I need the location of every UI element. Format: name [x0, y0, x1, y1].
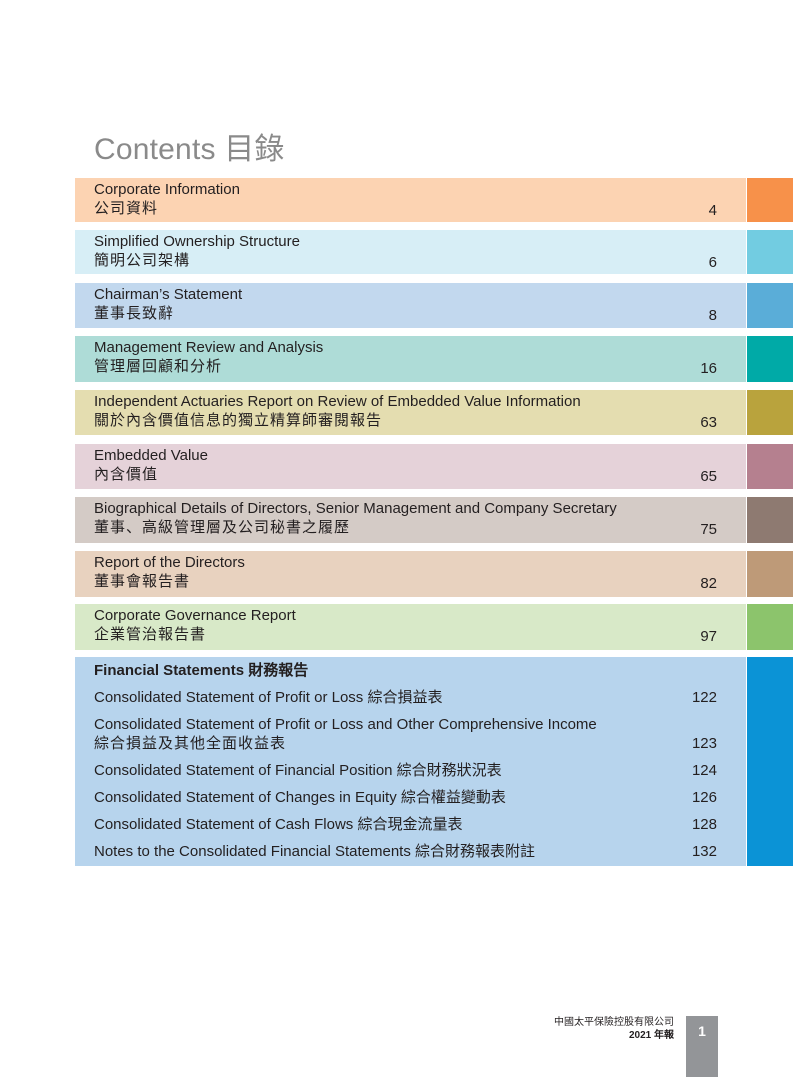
toc-link-comprehensive-income[interactable]: Consolidated Statement of Profit or Loss…: [94, 716, 597, 733]
entry-background: [75, 178, 746, 222]
toc-link-notes[interactable]: Notes to the Consolidated Financial Stat…: [94, 843, 536, 860]
entry-title-zh: 董事長致辭: [94, 305, 175, 322]
entry-page-number: 63: [700, 414, 717, 431]
entry-title-zh: 簡明公司架構: [94, 252, 191, 269]
entry-page-number: 82: [700, 575, 717, 592]
entry-title-en: Chairman’s Statement: [94, 286, 243, 303]
section-color-tab: [747, 390, 793, 435]
toc-link-financial-position[interactable]: Consolidated Statement of Financial Posi…: [94, 762, 502, 779]
entry-title-en: Management Review and Analysis: [94, 339, 324, 356]
entry-title-en: Independent Actuaries Report on Review o…: [94, 393, 581, 410]
toc-entry-corporate-governance[interactable]: Corporate Governance Report 企業管治報告書 97: [75, 604, 793, 650]
entry-title-zh: 公司資料: [94, 200, 159, 217]
entry-title-en: Simplified Ownership Structure: [94, 233, 300, 250]
section-color-tab: [747, 497, 793, 543]
toc-link-comprehensive-income-zh[interactable]: 綜合損益及其他全面收益表: [94, 735, 287, 752]
entry-background: [75, 551, 746, 597]
entry-title-en: Corporate Governance Report: [94, 607, 296, 624]
toc-entry-biographical-details[interactable]: Biographical Details of Directors, Senio…: [75, 497, 793, 543]
entry-page-number: 124: [691, 762, 717, 779]
entry-title-en: Embedded Value: [94, 447, 208, 464]
entry-page-number: 97: [700, 628, 717, 645]
toc-financial-statements: Financial Statements 財務報告 Consolidated S…: [75, 657, 793, 866]
entry-title-zh: 企業管治報告書: [94, 626, 207, 643]
entry-title-zh: 內含價值: [94, 466, 159, 483]
entry-page-number: 123: [691, 735, 717, 752]
entry-title-en: Report of the Directors: [94, 554, 245, 571]
toc-entry-embedded-value[interactable]: Embedded Value 內含價值 65: [75, 444, 793, 489]
toc-entry-chairmans-statement[interactable]: Chairman’s Statement 董事長致辭 8: [75, 283, 793, 328]
section-color-tab: [747, 283, 793, 328]
toc-link-cash-flows[interactable]: Consolidated Statement of Cash Flows 綜合現…: [94, 816, 463, 833]
toc-entry-actuaries-report[interactable]: Independent Actuaries Report on Review o…: [75, 390, 793, 435]
section-color-tab: [747, 657, 793, 866]
entry-page-number: 126: [691, 789, 717, 806]
section-color-tab: [747, 178, 793, 222]
entry-page-number: 65: [700, 468, 717, 485]
entry-title-zh: 關於內含價值信息的獨立精算師審閱報告: [94, 412, 383, 429]
entry-page-number: 16: [700, 360, 717, 377]
page-title: Contents 目錄: [94, 133, 285, 166]
page-number-box: 1: [686, 1016, 718, 1077]
entry-page-number: 6: [708, 254, 717, 271]
entry-background: [75, 390, 746, 435]
entry-title-en: Corporate Information: [94, 181, 240, 198]
toc-link-changes-in-equity[interactable]: Consolidated Statement of Changes in Equ…: [94, 789, 506, 806]
report-year: 2021 年報: [628, 1030, 674, 1041]
toc-link-profit-or-loss[interactable]: Consolidated Statement of Profit or Loss…: [94, 689, 443, 706]
section-color-tab: [747, 444, 793, 489]
section-color-tab: [747, 604, 793, 650]
entry-page-number: 75: [700, 521, 717, 538]
entry-background: [75, 230, 746, 274]
section-color-tab: [747, 551, 793, 597]
entry-title-zh: 董事會報告書: [94, 573, 191, 590]
toc-entry-report-of-directors[interactable]: Report of the Directors 董事會報告書 82: [75, 551, 793, 597]
entry-page-number: 132: [691, 843, 717, 860]
toc-entry-management-review[interactable]: Management Review and Analysis 管理層回顧和分析 …: [75, 336, 793, 382]
entry-title-zh: 董事、高級管理層及公司秘書之履歷: [94, 519, 351, 536]
financial-background: [75, 657, 746, 866]
toc-entry-corporate-information[interactable]: Corporate Information 公司資料 4: [75, 178, 793, 222]
entry-background: [75, 604, 746, 650]
entry-background: [75, 283, 746, 328]
entry-title-zh: 管理層回顧和分析: [94, 358, 223, 375]
entry-page-number: 8: [708, 307, 717, 324]
toc-entry-ownership-structure[interactable]: Simplified Ownership Structure 簡明公司架構 6: [75, 230, 793, 274]
entry-page-number: 128: [691, 816, 717, 833]
section-color-tab: [747, 336, 793, 382]
financial-heading: Financial Statements 財務報告: [94, 662, 309, 679]
entry-page-number: 4: [708, 202, 717, 219]
section-color-tab: [747, 230, 793, 274]
entry-page-number: 122: [691, 689, 717, 706]
footer: 中國太平保險控股有限公司 2021 年報: [554, 1016, 674, 1042]
entry-title-en: Biographical Details of Directors, Senio…: [94, 500, 617, 517]
entry-background: [75, 444, 746, 489]
company-name: 中國太平保險控股有限公司: [554, 1017, 674, 1028]
entry-background: [75, 336, 746, 382]
entry-background: [75, 497, 746, 543]
